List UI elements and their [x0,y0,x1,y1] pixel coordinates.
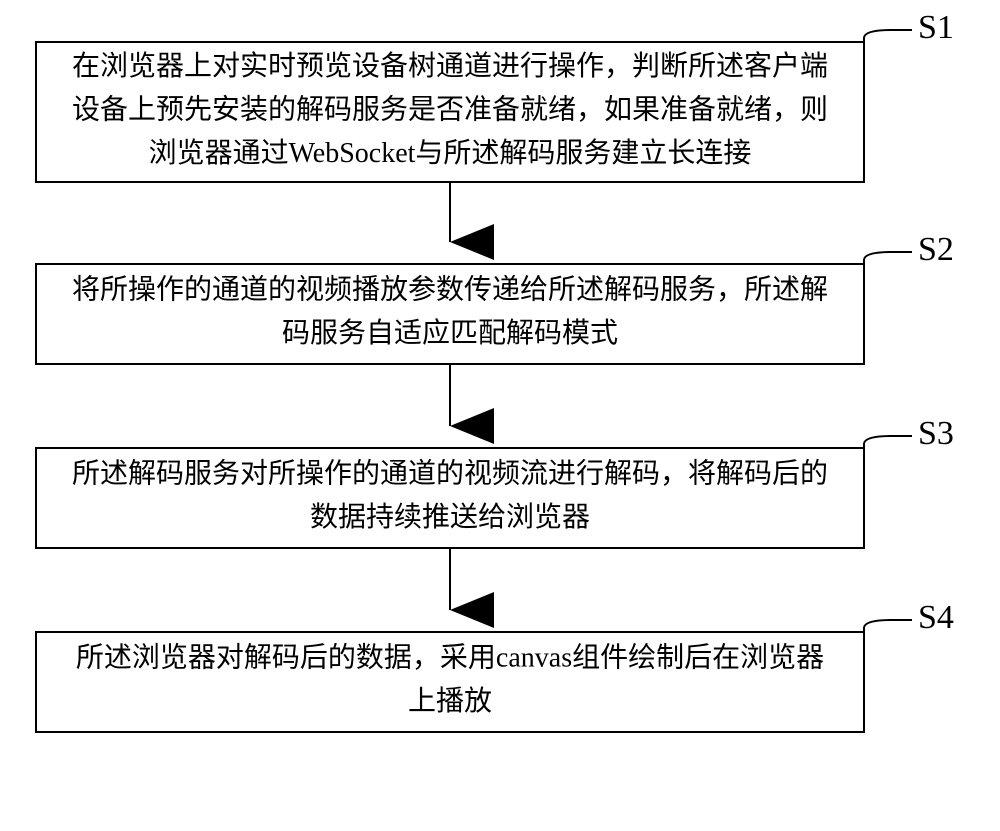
flow-box-line: 设备上预先安装的解码服务是否准备就绪，如果准备就绪，则 [72,93,828,125]
flow-step-s2: 将所操作的通道的视频播放参数传递给所述解码服务，所述解码服务自适应匹配解码模式 S… [36,231,954,364]
flow-box-line: 所述解码服务对所操作的通道的视频流进行解码，将解码后的 [72,458,828,490]
flow-box-line: 在浏览器上对实时预览设备树通道进行操作，判断所述客户端 [72,50,828,82]
flow-box-line: 浏览器通过WebSocket与所述解码服务建立长连接 [149,137,752,169]
leader-line [864,252,912,264]
flow-step-s4: 所述浏览器对解码后的数据，采用canvas组件绘制后在浏览器上播放 S4 [36,599,954,732]
flow-step-s3: 所述解码服务对所操作的通道的视频流进行解码，将解码后的数据持续推送给浏览器 S3 [36,415,954,548]
flow-box-line: 所述浏览器对解码后的数据，采用canvas组件绘制后在浏览器 [76,642,824,674]
step-label: S2 [918,231,954,268]
flow-box-line: 码服务自适应匹配解码模式 [282,317,618,349]
step-label: S3 [918,415,954,452]
flow-box-line: 上播放 [408,685,492,717]
leader-line [864,620,912,632]
flow-box-line: 数据持续推送给浏览器 [310,501,590,533]
leader-line [864,30,912,42]
leader-line [864,436,912,448]
flow-box-line: 将所操作的通道的视频播放参数传递给所述解码服务，所述解 [72,274,828,306]
step-label: S4 [918,599,954,636]
flow-step-s1: 在浏览器上对实时预览设备树通道进行操作，判断所述客户端设备上预先安装的解码服务是… [36,9,954,182]
step-label: S1 [918,9,954,46]
